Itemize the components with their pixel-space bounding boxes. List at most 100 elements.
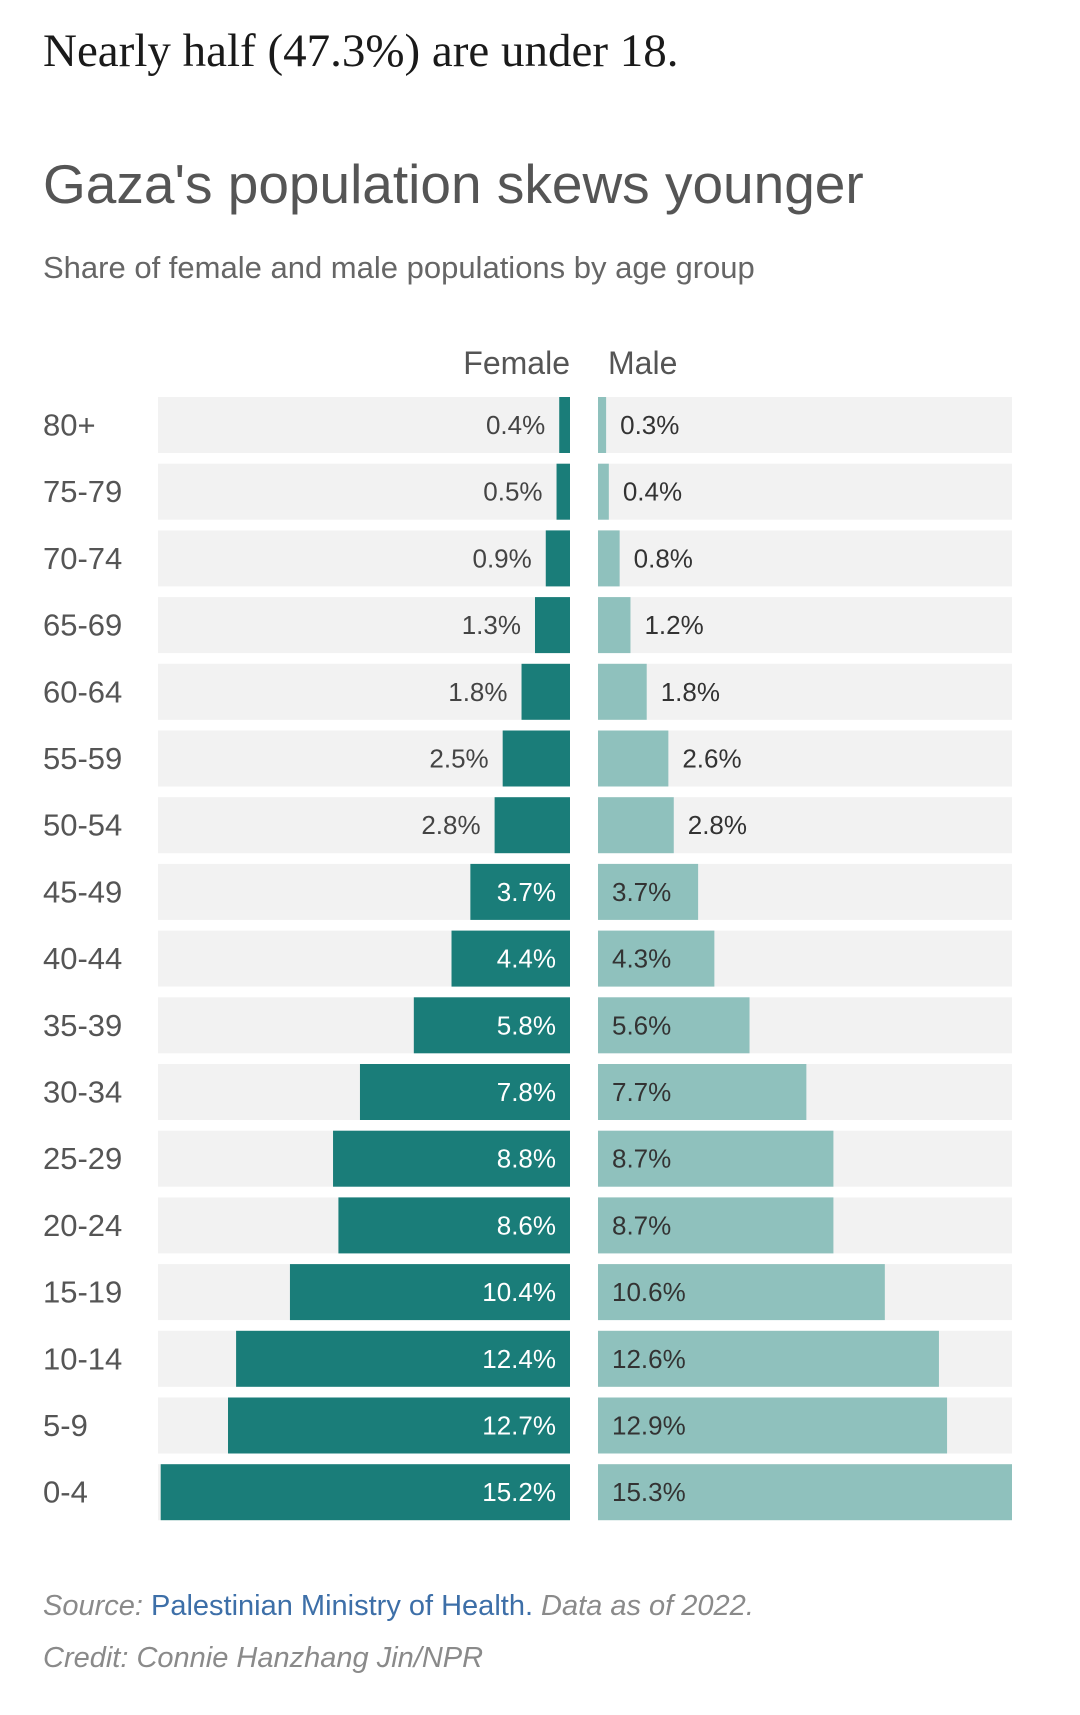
female-track xyxy=(158,463,570,520)
male-track xyxy=(598,463,1012,520)
female-track xyxy=(158,663,570,720)
female-value-label: 1.3% xyxy=(462,610,521,640)
chart-subtitle: Share of female and male populations by … xyxy=(43,250,755,285)
source-prefix: Source: xyxy=(43,1590,151,1622)
female-bar xyxy=(333,1130,570,1187)
male-bar xyxy=(598,1064,807,1120)
female-bar xyxy=(236,1330,571,1387)
age-group-label: 25-29 xyxy=(43,1141,122,1176)
age-group-label: 65-69 xyxy=(43,608,122,643)
female-bar xyxy=(289,1264,570,1321)
source-suffix: Data as of 2022. xyxy=(533,1590,754,1622)
female-value-label: 5.8% xyxy=(497,1010,556,1040)
male-value-label: 0.8% xyxy=(634,543,693,573)
female-track xyxy=(158,730,570,787)
female-bar xyxy=(228,1397,571,1454)
legend-female: Female xyxy=(463,345,570,381)
female-bar xyxy=(359,1064,570,1120)
male-track xyxy=(598,397,1012,453)
age-group-label: 0-4 xyxy=(43,1475,88,1510)
female-value-label: 7.8% xyxy=(497,1077,556,1107)
age-group-label: 5-9 xyxy=(43,1408,88,1443)
credit-line: Credit: Connie Hanzhang Jin/NPR xyxy=(43,1642,484,1674)
age-group-label: 45-49 xyxy=(43,874,122,909)
male-track xyxy=(598,530,1012,587)
female-value-label: 0.4% xyxy=(486,410,545,440)
female-value-label: 8.8% xyxy=(497,1144,556,1174)
male-value-label: 2.8% xyxy=(688,810,747,840)
female-value-label: 12.7% xyxy=(482,1411,556,1441)
female-bar xyxy=(521,663,570,720)
female-value-label: 4.4% xyxy=(497,944,556,974)
male-value-label: 5.6% xyxy=(612,1010,671,1040)
male-bar xyxy=(598,730,669,787)
male-track xyxy=(598,597,1012,654)
age-group-label: 40-44 xyxy=(43,941,122,976)
male-bar xyxy=(598,463,609,520)
female-track xyxy=(158,397,570,453)
male-value-label: 4.3% xyxy=(612,944,671,974)
age-group-label: 10-14 xyxy=(43,1341,122,1376)
male-value-label: 15.3% xyxy=(612,1477,686,1507)
female-value-label: 12.4% xyxy=(482,1344,556,1374)
male-bar xyxy=(598,863,699,920)
age-group-label: 60-64 xyxy=(43,674,122,709)
age-group-label: 80+ xyxy=(43,408,96,443)
female-bar xyxy=(556,463,570,520)
female-bar xyxy=(338,1197,570,1254)
age-group-label: 55-59 xyxy=(43,741,122,776)
female-bar xyxy=(451,930,570,987)
age-group-label: 15-19 xyxy=(43,1275,122,1310)
male-value-label: 0.3% xyxy=(620,410,679,440)
male-value-label: 12.6% xyxy=(612,1344,686,1374)
female-bar xyxy=(534,597,570,654)
male-bar xyxy=(598,797,674,854)
male-bar xyxy=(598,1130,834,1187)
male-value-label: 3.7% xyxy=(612,877,671,907)
male-value-label: 10.6% xyxy=(612,1277,686,1307)
male-value-label: 8.7% xyxy=(612,1144,671,1174)
female-track xyxy=(158,597,570,654)
male-bar xyxy=(598,597,631,654)
female-bar xyxy=(470,863,570,920)
male-bar xyxy=(598,663,647,720)
male-value-label: 8.7% xyxy=(612,1210,671,1240)
male-bar xyxy=(598,530,620,587)
male-value-label: 7.7% xyxy=(612,1077,671,1107)
female-value-label: 1.8% xyxy=(448,677,507,707)
age-group-label: 20-24 xyxy=(43,1208,122,1243)
female-value-label: 3.7% xyxy=(497,877,556,907)
population-pyramid-chart: Female Male 80+ 0.4% 0.3% 75-79 0.5% 0.4% 70-74 0… xyxy=(43,345,1012,1521)
female-value-label: 15.2% xyxy=(482,1477,556,1507)
female-value-label: 8.6% xyxy=(497,1210,556,1240)
age-group-label: 70-74 xyxy=(43,541,122,576)
female-value-label: 2.5% xyxy=(429,744,488,774)
female-track xyxy=(158,530,570,587)
headline: Nearly half (47.3%) are under 18. xyxy=(43,25,679,77)
female-bar xyxy=(160,1464,570,1521)
male-bar xyxy=(598,1397,948,1454)
male-bar xyxy=(598,1464,1012,1521)
source-link[interactable]: Palestinian Ministry of Health. xyxy=(151,1590,533,1622)
male-value-label: 2.6% xyxy=(682,744,741,774)
age-group-label: 35-39 xyxy=(43,1008,122,1043)
male-value-label: 0.4% xyxy=(623,477,682,507)
chart-title: Gaza's population skews younger xyxy=(43,153,864,215)
male-bar xyxy=(598,1264,885,1321)
male-track xyxy=(598,663,1012,720)
female-value-label: 10.4% xyxy=(482,1277,556,1307)
female-bar xyxy=(502,730,570,787)
male-bar xyxy=(598,397,607,453)
age-group-label: 30-34 xyxy=(43,1075,122,1110)
male-bar xyxy=(598,930,715,987)
female-value-label: 0.9% xyxy=(472,543,531,573)
age-group-label: 75-79 xyxy=(43,474,122,509)
female-value-label: 2.8% xyxy=(421,810,480,840)
legend-male: Male xyxy=(608,345,677,381)
age-group-label: 50-54 xyxy=(43,808,122,843)
male-bar xyxy=(598,997,750,1054)
female-bar xyxy=(494,797,570,854)
female-bar xyxy=(413,997,570,1054)
male-value-label: 1.8% xyxy=(661,677,720,707)
male-bar xyxy=(598,1197,834,1254)
